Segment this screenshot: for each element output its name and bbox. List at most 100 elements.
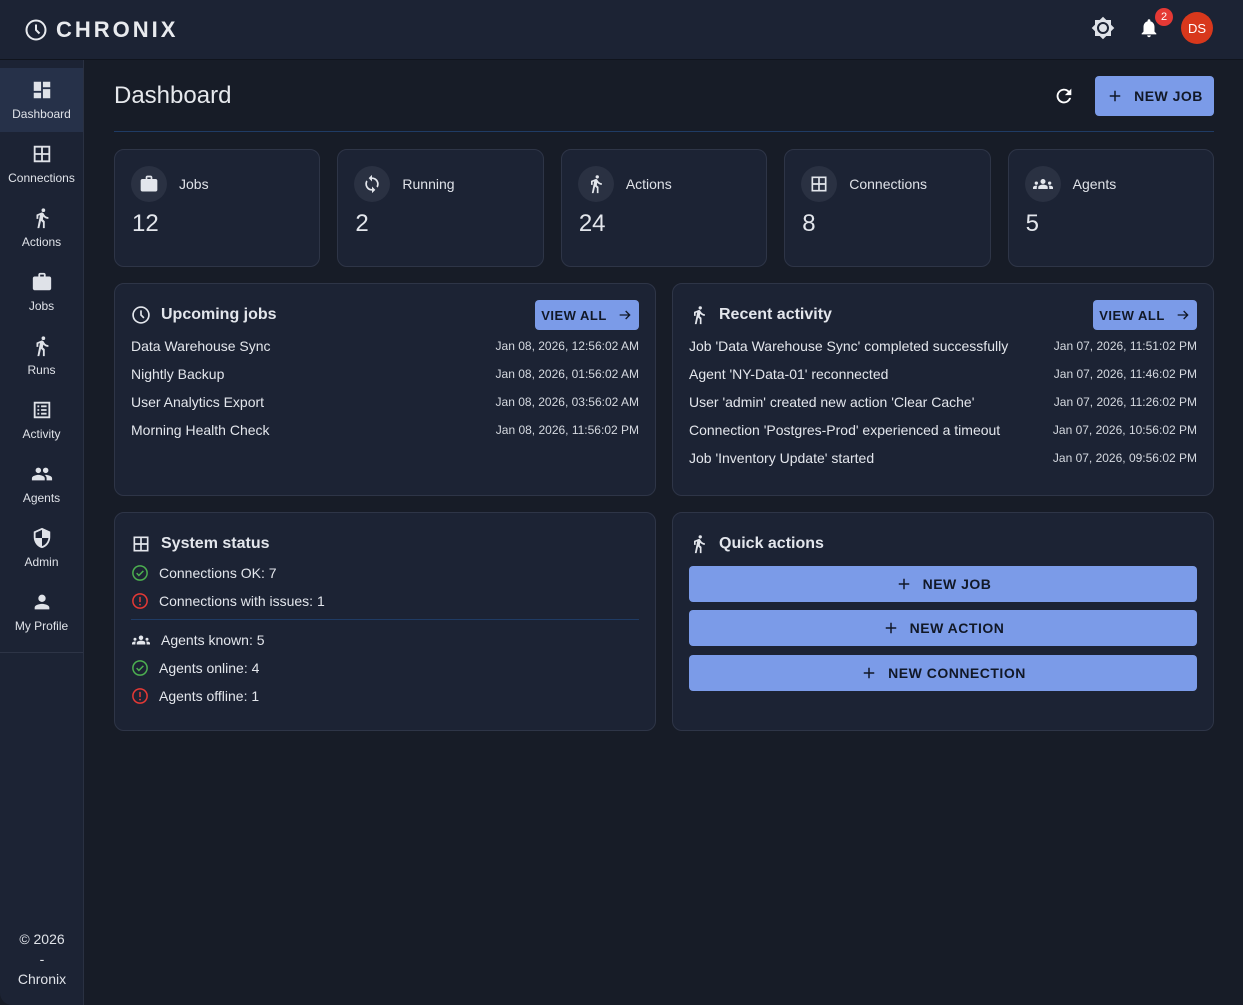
sidebar-item-label: Dashboard bbox=[12, 107, 71, 121]
user-avatar[interactable]: DS bbox=[1181, 12, 1213, 44]
item-name: User 'admin' created new action 'Clear C… bbox=[689, 394, 975, 410]
item-time: Jan 08, 2026, 12:56:02 AM bbox=[495, 339, 639, 353]
footer-name: Chronix bbox=[17, 971, 67, 987]
sidebar-item-label: My Profile bbox=[14, 619, 69, 633]
sidebar-item-actions[interactable]: Actions bbox=[0, 196, 83, 260]
stat-label: Actions bbox=[625, 176, 672, 192]
list-item[interactable]: User 'admin' created new action 'Clear C… bbox=[689, 388, 1197, 416]
check-circle-icon bbox=[131, 659, 149, 677]
briefcase-icon bbox=[31, 271, 53, 293]
item-name: Morning Health Check bbox=[131, 422, 270, 438]
recent-activity-card: Recent activity VIEW ALL Job 'Data Wareh… bbox=[672, 283, 1214, 496]
run-icon bbox=[31, 207, 53, 229]
run-icon bbox=[31, 335, 53, 357]
upcoming-jobs-card: Upcoming jobs VIEW ALL Data Warehouse Sy… bbox=[114, 283, 656, 496]
sidebar-item-agents[interactable]: Agents bbox=[0, 452, 83, 516]
list-item[interactable]: Agent 'NY-Data-01' reconnected Jan 07, 20… bbox=[689, 360, 1197, 388]
theme-toggle-button[interactable] bbox=[1089, 12, 1117, 44]
refresh-icon[interactable] bbox=[1053, 85, 1075, 107]
card-title: Upcoming jobs bbox=[161, 306, 277, 323]
error-icon bbox=[131, 592, 149, 610]
quick-new-action-button[interactable]: NEW ACTION bbox=[689, 610, 1197, 646]
sidebar-item-dashboard[interactable]: Dashboard bbox=[0, 68, 83, 132]
list-item[interactable]: Morning Health Check Jan 08, 2026, 11:56:… bbox=[131, 416, 639, 444]
stat-card-jobs[interactable]: Jobs 12 bbox=[114, 149, 321, 267]
sidebar-item-label: Connections bbox=[8, 171, 75, 185]
list-item[interactable]: Job 'Inventory Update' started Jan 07, 20… bbox=[689, 444, 1197, 472]
list-item[interactable]: User Analytics Export Jan 08, 2026, 03:56… bbox=[131, 388, 639, 416]
grid-icon bbox=[31, 143, 53, 165]
card-title: System status bbox=[161, 535, 270, 552]
sidebar-item-label: Admin bbox=[24, 555, 59, 569]
sidebar-item-label: Activity bbox=[22, 427, 61, 441]
people-icon bbox=[30, 463, 54, 485]
quick-new-connection-button[interactable]: NEW CONNECTION bbox=[689, 655, 1197, 691]
plus-icon bbox=[882, 619, 900, 637]
new-job-button[interactable]: NEW JOB bbox=[1095, 75, 1214, 116]
stat-card-agents[interactable]: Agents 5 bbox=[1007, 149, 1215, 267]
item-time: Jan 07, 2026, 11:46:02 PM bbox=[1053, 367, 1197, 381]
item-name: Connection 'Postgres-Prod' experienced a… bbox=[689, 422, 1001, 438]
item-name: User Analytics Export bbox=[131, 394, 265, 410]
clock-logo-icon bbox=[24, 18, 48, 42]
app-logo[interactable]: CHRONIX bbox=[24, 17, 178, 43]
stat-label: Connections bbox=[849, 176, 928, 192]
footer-separator: - bbox=[39, 951, 45, 967]
error-icon bbox=[131, 687, 149, 705]
view-all-label: VIEW ALL bbox=[541, 307, 607, 323]
item-time: Jan 08, 2026, 11:56:02 PM bbox=[495, 423, 639, 437]
list-item[interactable]: Job 'Data Warehouse Sync' completed succ… bbox=[689, 332, 1197, 360]
grid-icon bbox=[131, 534, 151, 554]
sidebar-item-runs[interactable]: Runs bbox=[0, 324, 83, 388]
list-item[interactable]: Data Warehouse Sync Jan 08, 2026, 12:56:0… bbox=[131, 332, 639, 360]
sidebar: Dashboard Connections Actions Jobs Runs … bbox=[0, 60, 84, 1005]
item-time: Jan 07, 2026, 09:56:02 PM bbox=[1052, 451, 1197, 465]
grid-icon bbox=[809, 174, 829, 194]
sidebar-item-connections[interactable]: Connections bbox=[0, 132, 83, 196]
stat-value: 12 bbox=[132, 210, 159, 237]
list-item[interactable]: Nightly Backup Jan 08, 2026, 01:56:02 AM bbox=[131, 360, 639, 388]
stat-value: 2 bbox=[355, 210, 369, 237]
list-icon bbox=[31, 399, 53, 421]
stat-card-actions[interactable]: Actions 24 bbox=[560, 149, 768, 267]
list-item[interactable]: Connection 'Postgres-Prod' experienced a… bbox=[689, 416, 1197, 444]
connections-issues: Connections with issues: 1 bbox=[159, 593, 325, 609]
view-all-activity-button[interactable]: VIEW ALL bbox=[1093, 300, 1197, 330]
copyright: © 2026 bbox=[19, 931, 65, 947]
sidebar-item-label: Actions bbox=[21, 235, 62, 249]
stat-value: 5 bbox=[1025, 210, 1039, 237]
top-bar: CHRONIX 2 DS bbox=[0, 0, 1243, 60]
item-name: Job 'Inventory Update' started bbox=[689, 450, 875, 466]
button-label: NEW ACTION bbox=[909, 620, 1005, 636]
run-icon bbox=[586, 174, 606, 194]
run-icon bbox=[689, 305, 709, 325]
sidebar-item-my-profile[interactable]: My Profile bbox=[0, 580, 83, 644]
stat-card-running[interactable]: Running 2 bbox=[337, 149, 544, 267]
notifications-button[interactable]: 2 bbox=[1135, 8, 1173, 44]
item-name: Agent 'NY-Data-01' reconnected bbox=[689, 366, 889, 382]
page-header: Dashboard NEW JOB bbox=[114, 60, 1214, 132]
stat-label: Running bbox=[402, 176, 455, 192]
check-circle-icon bbox=[131, 564, 149, 582]
item-time: Jan 07, 2026, 11:26:02 PM bbox=[1053, 395, 1197, 409]
stat-card-connections[interactable]: Connections 8 bbox=[784, 149, 991, 267]
quick-actions-card: Quick actions NEW JOB NEW ACTION NEW CON… bbox=[672, 512, 1214, 731]
sidebar-item-jobs[interactable]: Jobs bbox=[0, 260, 83, 324]
stats-row: Jobs 12 Running 2 Actions 24 Connections 8 A… bbox=[114, 149, 1215, 267]
view-all-jobs-button[interactable]: VIEW ALL bbox=[535, 300, 639, 330]
arrow-right-icon bbox=[617, 307, 633, 323]
agents-known: Agents known: 5 bbox=[161, 632, 265, 648]
main-content: Dashboard NEW JOB Jobs 12 Running 2 Action… bbox=[114, 60, 1215, 267]
quick-new-job-button[interactable]: NEW JOB bbox=[689, 566, 1197, 602]
card-title: Quick actions bbox=[719, 535, 824, 552]
sidebar-item-admin[interactable]: Admin bbox=[0, 516, 83, 580]
groups-icon bbox=[131, 631, 151, 649]
sidebar-item-activity[interactable]: Activity bbox=[0, 388, 83, 452]
stat-label: Jobs bbox=[179, 176, 209, 192]
sidebar-item-label: Jobs bbox=[28, 299, 55, 313]
stat-value: 8 bbox=[802, 210, 816, 237]
item-name: Data Warehouse Sync bbox=[131, 338, 271, 354]
plus-icon bbox=[860, 664, 878, 682]
plus-icon bbox=[895, 575, 913, 593]
item-time: Jan 08, 2026, 01:56:02 AM bbox=[495, 367, 639, 381]
